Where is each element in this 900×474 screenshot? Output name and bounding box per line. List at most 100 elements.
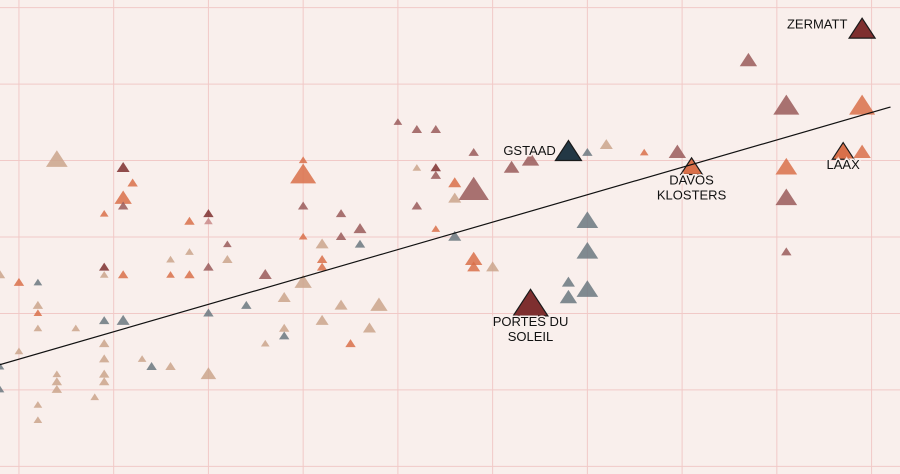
- data-point: [51, 377, 63, 386]
- data-point: [90, 393, 100, 401]
- data-point: [99, 316, 110, 325]
- data-point: [99, 209, 109, 217]
- data-point: [99, 369, 110, 378]
- data-point: [99, 262, 110, 271]
- point-label: GSTAAD: [503, 143, 556, 158]
- data-point: [51, 384, 63, 393]
- data-point: [184, 270, 195, 279]
- data-point: [353, 223, 367, 234]
- data-point: [203, 262, 214, 271]
- data-point: [345, 339, 356, 348]
- data-point: [33, 324, 43, 332]
- point-label: PORTES DU: [493, 314, 569, 329]
- data-point: [185, 248, 194, 255]
- data-point: [33, 278, 43, 286]
- data-point: [258, 269, 272, 280]
- data-point: [99, 377, 110, 386]
- data-point: [166, 271, 175, 278]
- data-point: [847, 17, 877, 39]
- data-point: [204, 217, 213, 225]
- data-point: [458, 176, 489, 200]
- data-point: [354, 239, 366, 248]
- data-point: [393, 118, 403, 125]
- data-point: [146, 362, 157, 371]
- data-point: [849, 94, 876, 115]
- data-point: [33, 309, 43, 316]
- data-point: [32, 300, 44, 309]
- data-point: [294, 274, 312, 288]
- data-point: [599, 139, 613, 150]
- data-point: [0, 270, 6, 279]
- data-point: [290, 163, 317, 184]
- data-point: [137, 355, 147, 362]
- data-point: [241, 300, 252, 309]
- data-point: [430, 163, 441, 172]
- data-point: [775, 188, 798, 206]
- data-point: [448, 177, 462, 188]
- data-point: [315, 314, 329, 325]
- data-point: [411, 201, 423, 210]
- data-point: [203, 209, 214, 218]
- data-point: [298, 156, 308, 164]
- data-point: [298, 232, 308, 240]
- data-point: [52, 370, 62, 378]
- data-point: [0, 385, 5, 393]
- point-label: SOLEIL: [508, 329, 554, 344]
- data-point: [99, 339, 110, 348]
- data-point: [203, 308, 214, 317]
- data-point: [166, 255, 175, 263]
- data-point: [117, 201, 129, 210]
- data-point: [559, 289, 578, 304]
- point-label: DAVOS: [669, 173, 714, 188]
- data-point: [279, 323, 290, 332]
- data-point: [831, 141, 856, 160]
- data-point: [222, 254, 233, 263]
- data-point: [260, 339, 270, 347]
- data-point: [576, 241, 599, 259]
- data-point: [200, 367, 217, 380]
- data-point: [116, 314, 130, 325]
- data-point: [33, 401, 43, 408]
- data-point: [467, 261, 481, 272]
- data-point: [279, 331, 290, 340]
- data-point: [116, 162, 130, 172]
- data-point: [430, 125, 441, 134]
- data-point: [45, 150, 68, 167]
- data-point: [554, 139, 583, 162]
- data-point: [430, 170, 441, 179]
- data-point: [448, 230, 462, 241]
- data-point: [739, 52, 758, 67]
- trend-line: [0, 106, 891, 366]
- data-point: [370, 297, 388, 311]
- data-point: [184, 216, 195, 225]
- data-point: [33, 416, 43, 424]
- data-point: [14, 347, 24, 355]
- data-point: [99, 354, 110, 363]
- data-point: [117, 270, 129, 279]
- data-point: [335, 232, 347, 241]
- data-point: [223, 240, 232, 248]
- data-point: [582, 147, 593, 156]
- data-point: [335, 209, 347, 218]
- data-point: [512, 288, 549, 317]
- data-point: [486, 261, 500, 272]
- data-point: [99, 271, 109, 278]
- data-point: [114, 190, 132, 204]
- data-point: [412, 164, 422, 171]
- data-point: [775, 157, 798, 175]
- data-point: [13, 277, 25, 286]
- data-point: [668, 144, 687, 158]
- data-point: [316, 254, 328, 263]
- data-point: [503, 160, 520, 173]
- point-label: LAAX: [827, 157, 861, 172]
- data-point: [521, 152, 540, 166]
- data-point: [297, 201, 309, 210]
- data-point: [853, 144, 871, 158]
- data-point: [334, 299, 348, 310]
- data-point: [165, 362, 176, 371]
- data-point: [465, 251, 483, 265]
- data-point: [71, 324, 81, 332]
